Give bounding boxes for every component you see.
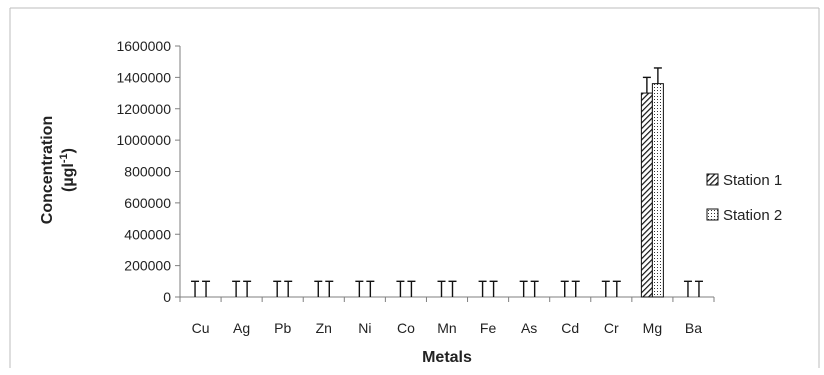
- x-tick-label: Cu: [192, 320, 210, 336]
- x-tick-label: Fe: [480, 320, 497, 336]
- x-tick-label: Mg: [643, 320, 662, 336]
- legend-label-station-1: Station 1: [723, 172, 782, 189]
- y-tick-label: 800000: [124, 164, 171, 180]
- x-tick-label: As: [521, 320, 537, 336]
- x-tick-label: Mn: [437, 320, 456, 336]
- x-axis-title: Metals: [422, 349, 472, 366]
- x-tick-label: Ni: [358, 320, 371, 336]
- y-tick-label: 1600000: [116, 38, 171, 54]
- y-tick-label: 0: [163, 289, 171, 305]
- x-tick-label: Zn: [316, 320, 332, 336]
- legend: Station 1 Station 2: [706, 172, 782, 224]
- legend-swatch-station-2: [706, 208, 719, 221]
- x-tick-label: Co: [397, 320, 415, 336]
- x-tick-label: Pb: [274, 320, 291, 336]
- x-tick-label: Cd: [561, 320, 579, 336]
- x-tick-label: Ba: [685, 320, 702, 336]
- y-tick-label: 1200000: [116, 101, 171, 117]
- y-tick-label: 200000: [124, 258, 171, 274]
- bar-station-1: [640, 92, 653, 298]
- y-tick-label: 1400000: [116, 69, 171, 85]
- x-tick-label: Cr: [604, 320, 619, 336]
- y-tick-label: 1000000: [116, 132, 171, 148]
- x-tick-label: Ag: [233, 320, 250, 336]
- legend-label-station-2: Station 2: [723, 207, 782, 224]
- y-axis-unit: (µgl-1): [58, 148, 77, 192]
- y-axis-title: Concentration: [39, 116, 56, 224]
- y-tick-label: 400000: [124, 226, 171, 242]
- bar-station-2: [651, 83, 664, 298]
- legend-swatch-station-1: [706, 173, 719, 186]
- y-tick-label: 600000: [124, 195, 171, 211]
